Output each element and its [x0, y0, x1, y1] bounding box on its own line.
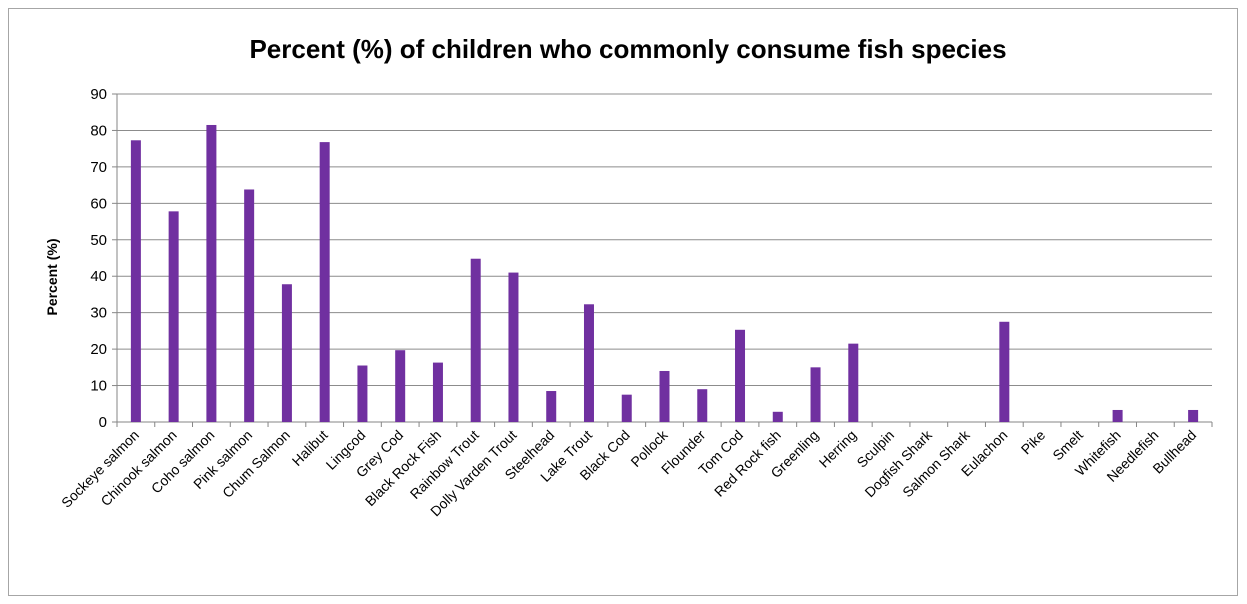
- bar: [583, 304, 594, 422]
- bar: [546, 391, 557, 422]
- bar: [999, 321, 1010, 422]
- x-tick-label: Pike: [1018, 427, 1049, 458]
- y-tick-label: 60: [90, 195, 107, 212]
- bar: [772, 411, 783, 422]
- bar: [659, 370, 670, 422]
- bar: [395, 350, 406, 422]
- bar: [810, 367, 821, 422]
- y-tick-label: 90: [90, 86, 107, 103]
- bar: [130, 140, 141, 423]
- bar: [357, 365, 368, 422]
- bar: [621, 394, 632, 422]
- bar: [508, 272, 519, 422]
- bar: [697, 389, 708, 422]
- bar: [206, 124, 217, 422]
- bar: [281, 284, 292, 422]
- y-tick-label: 10: [90, 378, 107, 395]
- bar: [848, 343, 859, 422]
- bar: [432, 362, 443, 422]
- x-tick-label: Chum Salmon: [219, 427, 293, 501]
- bar: [735, 329, 746, 422]
- bar: [1112, 409, 1123, 422]
- y-axis-label: Percent (%): [44, 238, 60, 315]
- y-tick-label: 70: [90, 159, 107, 176]
- chart-title: Percent (%) of children who commonly con…: [249, 34, 1006, 64]
- y-tick-label: 20: [90, 341, 107, 358]
- bar: [244, 189, 255, 422]
- y-tick-label: 80: [90, 122, 107, 139]
- bar: [470, 258, 481, 422]
- y-tick-label: 50: [90, 232, 107, 249]
- y-tick-label: 0: [99, 414, 107, 431]
- y-tick-label: 40: [90, 268, 107, 285]
- x-tick-label: Herring: [816, 427, 860, 471]
- bar: [168, 211, 179, 422]
- y-tick-label: 30: [90, 305, 107, 322]
- bar: [319, 142, 330, 422]
- bar: [1188, 409, 1199, 422]
